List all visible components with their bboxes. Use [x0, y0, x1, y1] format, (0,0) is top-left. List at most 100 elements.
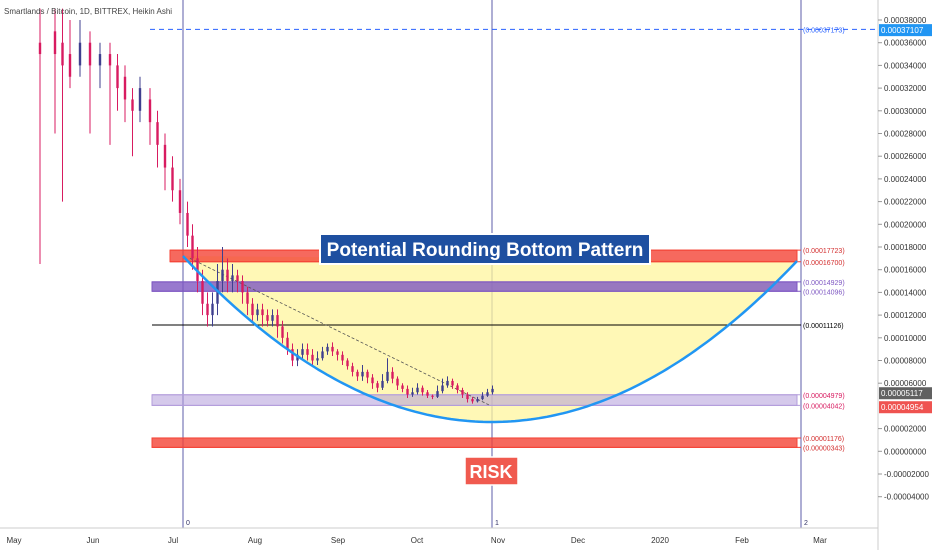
- x-axis[interactable]: May Jun Jul Aug Sep Oct Nov Dec 2020 Feb Mar: [0, 527, 878, 545]
- candle-body: [221, 269, 224, 282]
- candle-body: [441, 385, 444, 392]
- y-tick-label: 0.00036000: [884, 39, 927, 48]
- price-badge-label: 0.00004954: [881, 403, 924, 412]
- candle-body: [346, 360, 349, 367]
- candle-body: [68, 54, 72, 77]
- candle-body: [336, 351, 339, 355]
- x-tick-label: Oct: [411, 536, 424, 545]
- candle-body: [376, 383, 379, 388]
- candle-body: [451, 380, 454, 386]
- candle-body: [78, 42, 82, 66]
- price-badge-label: 0.00037107: [881, 26, 924, 35]
- x-tick-label: Nov: [491, 536, 505, 545]
- zone-label: (0.00001176): [803, 436, 844, 443]
- zone-label: (0.00004042): [803, 403, 845, 410]
- y-tick-label: 0.00030000: [884, 107, 927, 116]
- level-label: (0.00037173): [803, 27, 845, 34]
- candle-body: [421, 387, 424, 393]
- candle-body: [431, 395, 434, 397]
- candle-body: [236, 275, 239, 282]
- y-tick-label: 0.00016000: [884, 266, 927, 275]
- candle-body: [186, 212, 189, 236]
- x-tick-label: Mar: [813, 536, 827, 545]
- x-tick-label: Jul: [168, 536, 178, 545]
- y-tick-label: 0.00020000: [884, 220, 927, 229]
- candle-body: [326, 346, 329, 352]
- candle-body: [471, 399, 474, 402]
- candle-body: [366, 371, 369, 378]
- candle-body: [491, 388, 494, 393]
- candle-body: [396, 378, 399, 386]
- candle-body: [406, 388, 409, 395]
- zone-label: (0.00004979): [803, 393, 845, 400]
- vertical-marker-label: 2: [804, 520, 808, 527]
- y-tick-label: 0.00038000: [884, 16, 927, 25]
- candle-body: [226, 269, 229, 282]
- candle-body: [401, 385, 404, 389]
- candle-body: [61, 42, 64, 66]
- chart-title: Smartlands / Bitcoin, 1D, BITTREX, Heiki…: [4, 7, 172, 16]
- candle-body: [271, 315, 274, 321]
- candle-body: [281, 326, 284, 338]
- candle-body: [178, 190, 182, 213]
- rounding-bottom-curve: [182, 255, 798, 424]
- price-badge-label: 0.00005117: [881, 389, 923, 398]
- candle-body: [286, 337, 289, 350]
- candle-body: [206, 303, 209, 316]
- candle-body: [231, 275, 234, 282]
- trend-line: [189, 257, 491, 406]
- x-tick-label: Aug: [248, 536, 262, 545]
- candle-body: [148, 99, 152, 123]
- candle-body: [131, 99, 134, 111]
- x-tick-label: 2020: [651, 536, 669, 545]
- candle-body: [486, 392, 489, 396]
- candle-body: [351, 366, 354, 372]
- candle-body: [306, 349, 309, 355]
- vertical-marker-label: 1: [495, 520, 499, 527]
- zone-support: [151, 394, 798, 406]
- y-axis[interactable]: 0.00038000 0.00036000 0.00034000 0.00032000…: [877, 0, 932, 550]
- candle-body: [291, 349, 294, 361]
- candle-body: [391, 371, 394, 379]
- candle-body: [211, 303, 214, 316]
- candle-body: [38, 42, 42, 55]
- candle-body: [341, 354, 344, 361]
- y-tick-label: 0.00002000: [884, 425, 927, 434]
- price-badge: [879, 24, 932, 37]
- candle-body: [171, 167, 174, 191]
- candle-body: [301, 349, 304, 355]
- zone-resistance-2: [151, 281, 798, 292]
- candle-body: [138, 88, 142, 111]
- zone-label: (0.00014929): [803, 280, 845, 287]
- level-label: (0.00011126): [803, 323, 844, 330]
- zone-label: (0.00000343): [803, 445, 845, 452]
- candle-body: [191, 235, 194, 259]
- risk-label-box: RISK: [464, 456, 519, 486]
- levels: [150, 28, 878, 326]
- y-tick-label: 0.00008000: [884, 357, 927, 366]
- y-tick-label: 0.00010000: [884, 334, 927, 343]
- x-tick-label: Jun: [87, 536, 100, 545]
- y-tick-label: -0.00002000: [884, 470, 929, 479]
- candle-body: [98, 54, 102, 66]
- candle-body: [476, 399, 479, 402]
- candle-body: [88, 42, 92, 66]
- candle-body: [361, 371, 364, 377]
- candle-body: [123, 76, 127, 100]
- rounding-bottom-fill: [183, 256, 797, 422]
- candle-body: [53, 31, 57, 55]
- candle-body: [356, 371, 359, 377]
- candle-body: [108, 54, 112, 66]
- y-tick-label: 0.00014000: [884, 288, 927, 297]
- x-tick-label: Feb: [735, 536, 749, 545]
- candle-body: [266, 315, 269, 321]
- candle-body: [456, 385, 459, 391]
- price-badges: 0.00037107 0.00005117 0.00004954: [879, 24, 932, 414]
- zone-label: (0.00017723): [803, 248, 845, 255]
- y-tick-label: 0.00032000: [884, 84, 927, 93]
- zone-labels: (0.00017723) (0.00016700) (0.00014929) (0.0…: [803, 27, 845, 452]
- pattern-title-box: Potential Rounding Bottom Pattern: [319, 233, 651, 265]
- candle-body: [331, 346, 334, 352]
- candle-body: [436, 391, 439, 397]
